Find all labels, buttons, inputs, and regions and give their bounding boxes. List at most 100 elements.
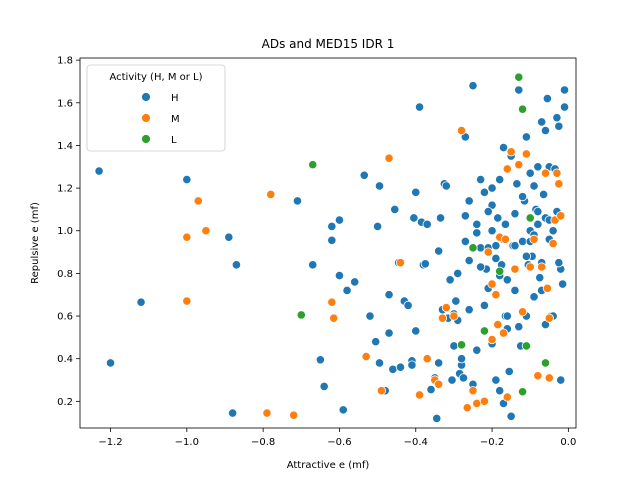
- point-h-116: [456, 354, 467, 364]
- point-h-74: [491, 375, 501, 385]
- point-m-52: [502, 164, 512, 174]
- point-h-55: [451, 296, 461, 306]
- point-m-48: [554, 179, 564, 189]
- point-h-155: [533, 206, 543, 217]
- y-tick-label: 1.8: [57, 56, 73, 67]
- chart-title: ADs and MED15 IDR 1: [262, 37, 395, 51]
- point-h-112: [559, 102, 570, 112]
- point-m-39: [529, 234, 539, 244]
- point-h-84: [510, 209, 520, 219]
- point-h-64: [468, 81, 478, 91]
- point-h-7: [292, 196, 303, 206]
- point-h-111: [559, 85, 570, 95]
- point-m-44: [544, 313, 554, 323]
- legend-label-l: L: [171, 135, 177, 146]
- x-tick-label: −0.8: [251, 437, 275, 448]
- point-m-3: [201, 226, 211, 236]
- point-h-144: [495, 174, 505, 185]
- point-h-119: [472, 228, 482, 238]
- point-h-127: [502, 275, 512, 285]
- legend-label-m: M: [171, 114, 180, 125]
- point-m-23: [472, 398, 482, 409]
- point-l-6: [514, 72, 524, 82]
- y-axis-label: Repulsive e (mf): [30, 202, 41, 284]
- point-h-12: [327, 235, 337, 245]
- point-m-12: [395, 258, 406, 268]
- point-m-31: [500, 234, 511, 244]
- point-m-0: [182, 232, 192, 242]
- point-h-25: [384, 328, 394, 338]
- point-h-146: [476, 262, 486, 272]
- point-h-114: [449, 341, 459, 351]
- y-tick-label: 1.6: [57, 98, 73, 109]
- point-h-36: [411, 187, 421, 197]
- point-m-45: [548, 238, 558, 249]
- point-m-20: [456, 125, 467, 136]
- point-m-49: [556, 211, 566, 221]
- legend-marker-h: [141, 92, 151, 102]
- point-m-51: [487, 334, 497, 345]
- point-m-33: [506, 147, 516, 157]
- point-h-13: [334, 215, 345, 225]
- point-h-23: [374, 181, 385, 191]
- point-h-22: [374, 358, 385, 368]
- point-h-42: [422, 219, 432, 229]
- legend-label-h: H: [171, 93, 179, 104]
- point-h-104: [548, 226, 558, 236]
- point-m-38: [525, 262, 535, 272]
- point-h-117: [460, 236, 470, 246]
- point-h-45: [432, 413, 442, 423]
- point-h-0: [94, 166, 104, 176]
- point-l-3: [468, 243, 478, 253]
- point-h-34: [407, 360, 417, 370]
- plot-frame: [79, 57, 577, 429]
- point-h-123: [491, 241, 501, 251]
- x-tick-label: −0.2: [480, 437, 504, 448]
- point-h-78: [498, 142, 509, 153]
- y-tick-label: 1.0: [57, 226, 73, 237]
- point-l-2: [456, 340, 467, 350]
- point-h-85: [512, 179, 522, 189]
- y-tick-label: 0.6: [57, 312, 73, 323]
- legend-title: Activity (H, M or L): [109, 72, 202, 83]
- point-l-11: [525, 213, 535, 223]
- point-h-96: [533, 162, 543, 172]
- point-h-17: [350, 277, 360, 287]
- point-h-1: [105, 358, 116, 368]
- point-h-19: [365, 311, 375, 321]
- point-m-1: [182, 296, 192, 306]
- point-h-151: [517, 192, 528, 202]
- point-l-7: [517, 104, 528, 114]
- point-m-19: [449, 311, 459, 321]
- point-h-67: [476, 243, 486, 253]
- point-m-35: [514, 160, 524, 170]
- point-h-81: [504, 366, 514, 377]
- y-tick-label: 1.4: [57, 141, 73, 152]
- point-h-143: [491, 253, 501, 264]
- point-l-10: [540, 358, 551, 368]
- point-h-135: [533, 219, 543, 229]
- point-h-72: [487, 183, 497, 193]
- point-l-5: [495, 266, 505, 276]
- point-h-75: [493, 213, 503, 223]
- point-l-1: [296, 310, 306, 320]
- x-tick-label: −0.4: [404, 437, 428, 448]
- point-h-5: [228, 408, 238, 418]
- point-h-63: [464, 255, 474, 266]
- point-h-10: [319, 381, 329, 392]
- point-h-126: [500, 219, 511, 229]
- point-m-41: [537, 262, 547, 272]
- y-axis: 0.2 0.4 0.6 0.8 1.0 1.2 1.4 1.6 1.8: [57, 56, 80, 408]
- point-l-0: [308, 160, 318, 170]
- point-h-130: [514, 322, 524, 332]
- point-h-60: [460, 211, 470, 221]
- y-tick-label: 0.4: [57, 354, 73, 365]
- point-m-43: [542, 283, 552, 293]
- point-m-21: [462, 403, 472, 413]
- point-h-9: [315, 355, 325, 365]
- legend-marker-l: [141, 134, 151, 144]
- point-l-9: [521, 341, 532, 351]
- point-h-90: [521, 132, 532, 142]
- point-h-4: [224, 232, 234, 242]
- point-m-32: [502, 392, 512, 402]
